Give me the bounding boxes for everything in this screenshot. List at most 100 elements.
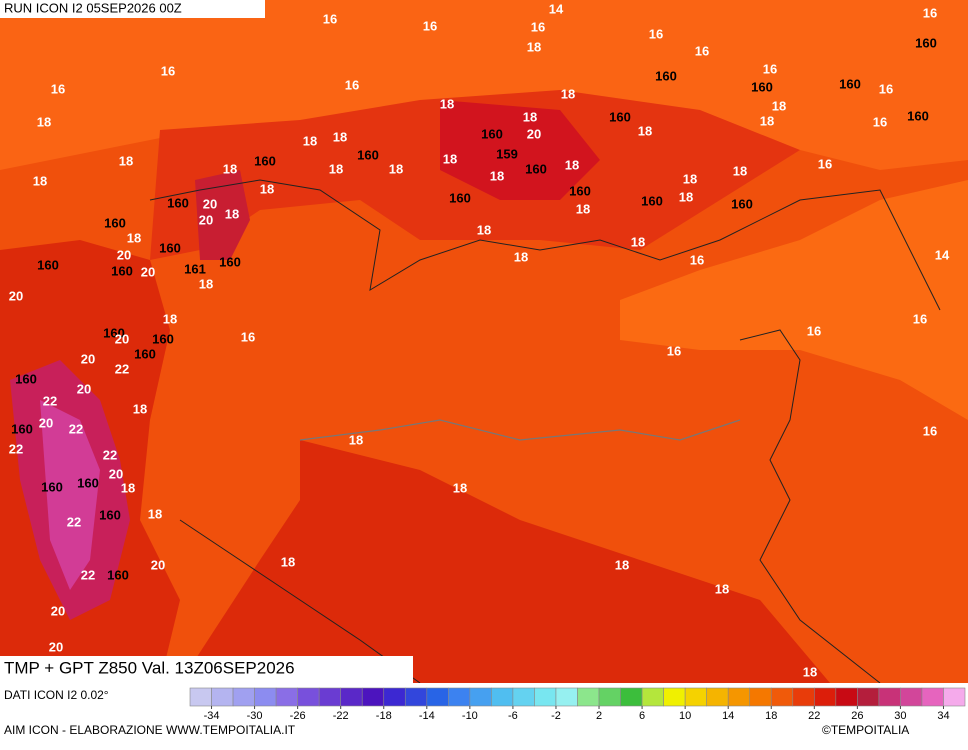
contour-label: 160	[99, 507, 121, 522]
contour-label: 18	[260, 181, 274, 196]
contour-label: 22	[9, 441, 23, 456]
title-box	[0, 656, 413, 683]
contour-label: 18	[163, 311, 177, 326]
colorbar-tick-label: -34	[204, 710, 220, 722]
colorbar-box	[641, 687, 664, 707]
contour-label: 160	[104, 215, 126, 230]
colorbar-box	[275, 687, 298, 707]
contour-label: 18	[733, 163, 747, 178]
contour-label: 160	[449, 190, 471, 205]
contour-label: 16	[51, 81, 65, 96]
contour-label: 22	[69, 421, 83, 436]
contour-label: 18	[199, 276, 213, 291]
contour-label: 160	[525, 161, 547, 176]
contour-label: 16	[763, 61, 777, 76]
contour-label: 22	[81, 567, 95, 582]
colorbar-tick-label: 10	[679, 710, 691, 722]
copyright-label: ©TEMPOITALIA	[822, 723, 909, 737]
colorbar-box	[512, 687, 535, 707]
contour-label: 18	[443, 151, 457, 166]
contour-label: 18	[715, 581, 729, 596]
colorbar-tick-label: 30	[894, 710, 906, 722]
contour-label: 16	[531, 19, 545, 34]
contour-label: 18	[225, 206, 239, 221]
colorbar-tick-label: 34	[937, 710, 949, 722]
colorbar-box	[189, 687, 212, 707]
contour-label: 160	[254, 153, 276, 168]
contour-label: 18	[223, 161, 237, 176]
contour-label: 16	[323, 11, 337, 26]
contour-label: 20	[115, 331, 129, 346]
contour-label: 18	[440, 96, 454, 111]
contour-label: 160	[167, 195, 189, 210]
contour-label: 18	[119, 153, 133, 168]
contour-label: 20	[81, 351, 95, 366]
contour-label: 18	[133, 401, 147, 416]
colorbar-tick-label: 22	[808, 710, 820, 722]
contour-label: 18	[565, 157, 579, 172]
contour-label: 18	[683, 171, 697, 186]
contour-label: 18	[772, 98, 786, 113]
contour-label: 18	[453, 480, 467, 495]
colorbar-box	[706, 687, 729, 707]
contour-label: 18	[527, 39, 541, 54]
colorbar-tick-label: -26	[290, 710, 306, 722]
colorbar-tick-label: -30	[247, 710, 263, 722]
colorbar-box	[491, 687, 514, 707]
credit-label: AIM ICON - ELABORAZIONE WWW.TEMPOITALIA.…	[4, 723, 296, 737]
colorbar-box	[835, 687, 858, 707]
contour-label: 18	[490, 168, 504, 183]
contour-label: 160	[915, 35, 937, 50]
contour-label: 159	[496, 146, 518, 161]
contour-label: 18	[561, 86, 575, 101]
contour-label: 160	[839, 76, 861, 91]
contour-label: 160	[134, 346, 156, 361]
colorbar-box	[727, 687, 751, 707]
contour-label: 160	[609, 109, 631, 124]
colorbar-tick-label: 26	[851, 710, 863, 722]
colorbar-box	[340, 687, 363, 707]
contour-label: 16	[649, 26, 663, 41]
contour-label: 160	[219, 254, 241, 269]
colorbar-box	[598, 687, 621, 707]
contour-label: 160	[655, 68, 677, 83]
contour-label: 20	[151, 557, 165, 572]
contour-label: 160	[731, 196, 753, 211]
colorbar-box	[361, 687, 385, 707]
contour-label: 16	[695, 43, 709, 58]
contour-label: 18	[576, 201, 590, 216]
contour-label: 16	[345, 77, 359, 92]
contour-label: 160	[103, 325, 125, 340]
colorbar-box	[663, 687, 686, 707]
contour-label: 18	[37, 114, 51, 129]
contour-label: 160	[41, 479, 63, 494]
contour-label: 20	[109, 466, 123, 481]
contour-label: 18	[389, 161, 403, 176]
contour-label: 18	[333, 129, 347, 144]
colorbar-tick-label: -10	[462, 710, 478, 722]
colorbar-box	[770, 687, 794, 707]
contour-label: 20	[9, 288, 23, 303]
colorbar-box	[814, 687, 837, 707]
contour-label: 14	[549, 1, 564, 16]
map-background	[0, 0, 968, 684]
contour-label: 20	[141, 264, 155, 279]
colorbar-box	[232, 687, 255, 707]
source-label: DATI ICON I2 0.02°	[4, 688, 109, 702]
colorbar-box	[749, 687, 772, 707]
contour-label: 16	[667, 343, 681, 358]
contour-label: 18	[523, 109, 537, 124]
colorbar-box	[534, 687, 557, 707]
colorbar-tick-label: -14	[419, 710, 435, 722]
contour-label: 161	[184, 261, 206, 276]
contour-label: 160	[641, 193, 663, 208]
colorbar-box	[900, 687, 923, 707]
colorbar-tick-label: 18	[765, 710, 777, 722]
colorbar: -34 -30 -26 -22 -18 -14 -10 -6 -2 2 6 10 14 18 22 26 30 3…	[189, 687, 966, 722]
colorbar-tick-label: -18	[376, 710, 392, 722]
contour-label: 22	[103, 447, 117, 462]
contour-label: 20	[51, 603, 65, 618]
contour-label: 18	[148, 506, 162, 521]
contour-label: 18	[349, 432, 363, 447]
